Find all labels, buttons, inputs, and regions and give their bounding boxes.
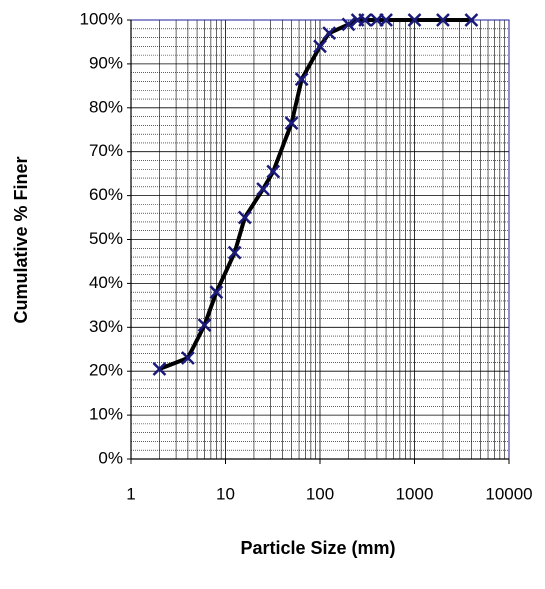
data-marker (237, 210, 252, 225)
data-marker (294, 72, 309, 87)
y-tick-label: 0% (98, 448, 123, 467)
data-marker (313, 39, 327, 54)
y-tick-label: 10% (89, 405, 123, 424)
data-marker (436, 13, 450, 27)
x-tick-label: 10000 (485, 484, 532, 503)
data-marker (464, 13, 479, 27)
y-axis-title: Cumulative % Finer (11, 156, 31, 323)
data-marker (358, 13, 372, 27)
data-marker (181, 351, 195, 365)
data-marker (256, 182, 270, 196)
x-tick-label: 100 (306, 484, 334, 503)
data-marker (197, 318, 212, 332)
data-marker (341, 17, 356, 32)
data-marker (266, 164, 281, 179)
y-tick-label: 80% (89, 97, 123, 116)
data-marker (227, 245, 242, 260)
y-tick-label: 100% (80, 9, 123, 28)
y-tick-label: 50% (89, 229, 123, 248)
x-axis-title: Particle Size (mm) (240, 538, 395, 558)
data-marker (322, 26, 337, 41)
data-marker (379, 13, 393, 27)
y-tick-label: 70% (89, 141, 123, 160)
y-tick-label: 40% (89, 273, 123, 292)
x-tick-label: 1 (126, 484, 135, 503)
data-marker (284, 116, 299, 131)
y-tick-label: 90% (89, 53, 123, 72)
y-tick-label: 20% (89, 361, 123, 380)
y-tick-label: 60% (89, 185, 123, 204)
x-tick-label: 1000 (396, 484, 434, 503)
data-marker (209, 285, 224, 300)
x-tick-label: 10 (216, 484, 235, 503)
data-marker (152, 362, 167, 376)
y-tick-label: 30% (89, 317, 123, 336)
data-marker (407, 13, 422, 27)
